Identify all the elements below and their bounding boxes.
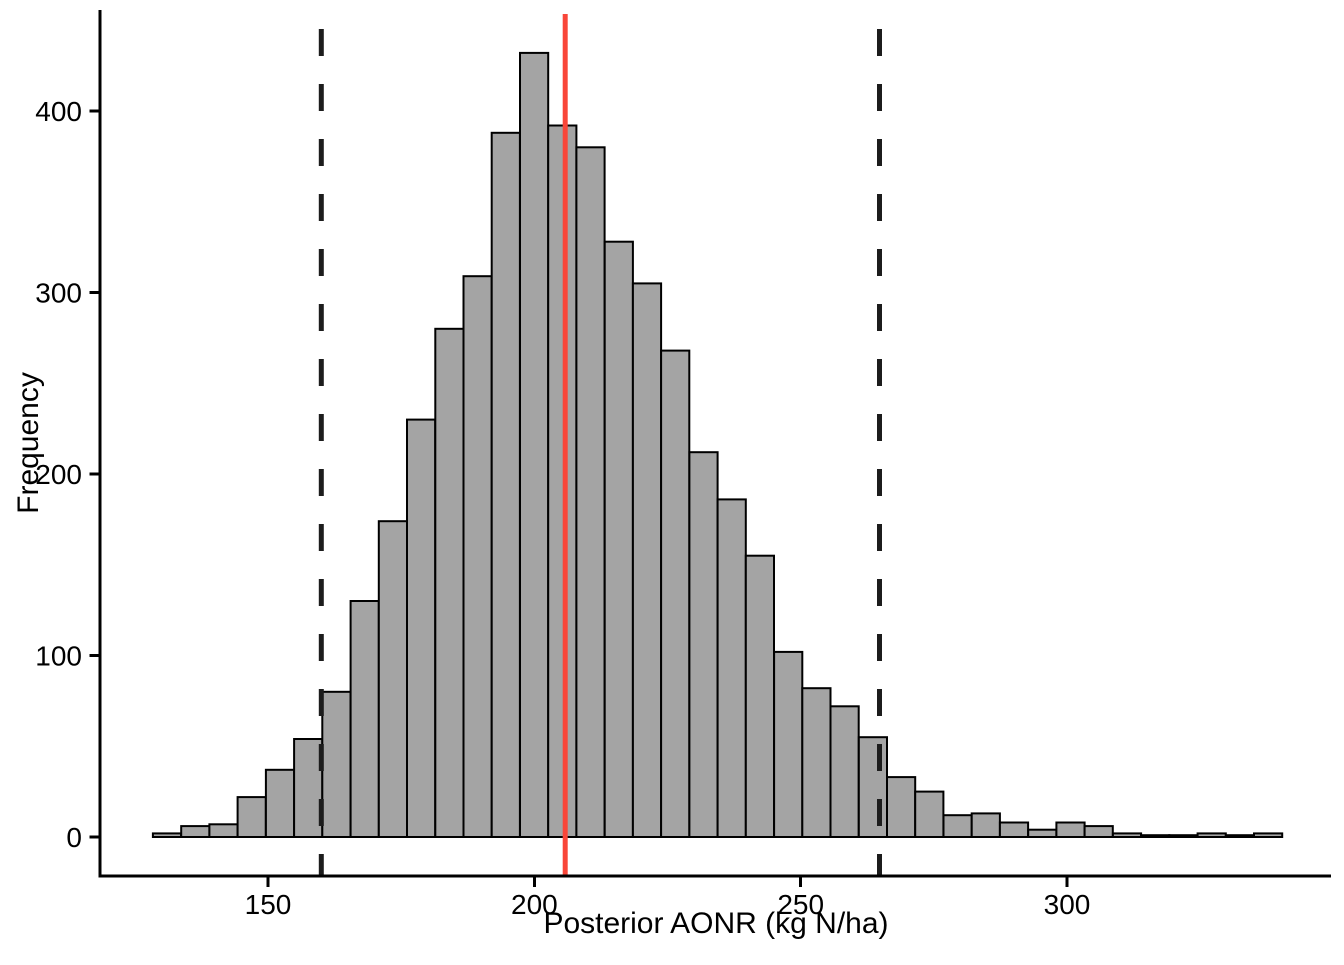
x-axis-title: Posterior AONR (kg N/ha) (543, 907, 888, 940)
x-tick-label: 200 (511, 889, 558, 920)
histogram-bar (801, 687, 832, 839)
axis-labels-group: Posterior AONR (kg N/ha) Frequency (12, 372, 889, 940)
histogram-bar (660, 349, 691, 838)
histogram-bar (434, 327, 465, 838)
histogram-bar (547, 124, 578, 838)
axes-group: 150 200 250 300 0 100 200 300 400 (35, 10, 1331, 920)
y-tick-label: 100 (35, 641, 82, 672)
histogram-bar (857, 736, 888, 839)
histogram-bars-group (151, 51, 1284, 839)
histogram-bar (603, 240, 634, 838)
histogram-bar (970, 812, 1001, 839)
histogram-bar (293, 738, 324, 838)
histogram-bar (321, 690, 352, 838)
histogram-bar (377, 520, 408, 838)
histogram-bar (490, 131, 521, 839)
histogram-bar (236, 796, 267, 838)
histogram-bar (829, 705, 860, 838)
histogram-bar (151, 832, 183, 839)
histogram-bar (688, 451, 719, 838)
y-axis-title: Frequency (12, 372, 45, 514)
histogram-bar (1253, 832, 1284, 839)
histogram-bar (180, 825, 211, 838)
histogram-bar (208, 823, 239, 838)
y-tick-label: 300 (35, 278, 82, 309)
histogram-bar (1168, 834, 1199, 839)
x-tick-label: 300 (1044, 889, 1091, 920)
histogram-bar (1196, 832, 1227, 839)
histogram-bar (349, 600, 380, 838)
histogram-bar (1055, 821, 1086, 838)
x-tick-label: 150 (245, 889, 292, 920)
y-tick-label: 200 (35, 459, 82, 490)
histogram-bar (716, 498, 747, 838)
histogram-bar (631, 282, 663, 838)
x-tick-label: 250 (777, 889, 824, 920)
histogram-bar (462, 275, 493, 838)
histogram-bar (519, 51, 550, 838)
histogram-bar (264, 768, 296, 838)
histogram-bar (1083, 825, 1114, 838)
histogram-bar (998, 821, 1030, 838)
histogram-bar (914, 790, 945, 838)
histogram-bar (744, 554, 775, 838)
histogram-bar (886, 776, 917, 838)
histogram-bar (575, 146, 606, 839)
y-tick-label: 0 (66, 822, 82, 853)
histogram-bar (942, 814, 973, 839)
histogram-bar (773, 650, 804, 839)
histogram-bar (406, 418, 437, 838)
reference-lines-group (318, 14, 882, 876)
y-tick-label: 400 (35, 96, 82, 127)
histogram-bar (1140, 834, 1171, 839)
histogram-bar (1111, 832, 1143, 839)
histogram-bar (1027, 828, 1058, 839)
histogram-bar (1224, 834, 1256, 839)
